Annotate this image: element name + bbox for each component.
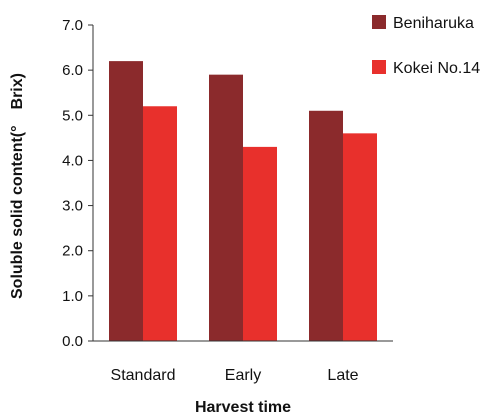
y-axis-title: Soluble solid content(° Brix) bbox=[9, 73, 26, 299]
bar-standard-kokei-no-14 bbox=[143, 106, 177, 341]
bar-late-kokei-no-14 bbox=[343, 133, 377, 341]
y-tick-label: 0.0 bbox=[62, 333, 83, 350]
y-tick-label: 7.0 bbox=[62, 17, 83, 34]
legend-label: Kokei No.14 bbox=[393, 60, 480, 77]
x-category-label: Late bbox=[327, 367, 358, 384]
y-tick-label: 2.0 bbox=[62, 243, 83, 260]
y-tick-label: 1.0 bbox=[62, 288, 83, 305]
bar-standard-beniharuka bbox=[109, 61, 143, 341]
y-tick-label: 5.0 bbox=[62, 107, 83, 124]
y-tick-label: 4.0 bbox=[62, 152, 83, 169]
bar-early-kokei-no-14 bbox=[243, 146, 277, 341]
legend: Beniharuka Kokei No.14 bbox=[372, 15, 480, 77]
x-category-label: Early bbox=[225, 367, 261, 384]
x-axis-title: Harvest time bbox=[195, 399, 291, 416]
bar-late-beniharuka bbox=[309, 110, 343, 342]
legend-swatch bbox=[372, 60, 386, 74]
bar-early-beniharuka bbox=[209, 74, 243, 342]
legend-swatch bbox=[372, 15, 386, 29]
x-category-label: Standard bbox=[111, 367, 176, 384]
y-tick-label: 6.0 bbox=[62, 62, 83, 79]
y-tick-label: 3.0 bbox=[62, 198, 83, 215]
legend-label: Beniharuka bbox=[393, 15, 474, 32]
